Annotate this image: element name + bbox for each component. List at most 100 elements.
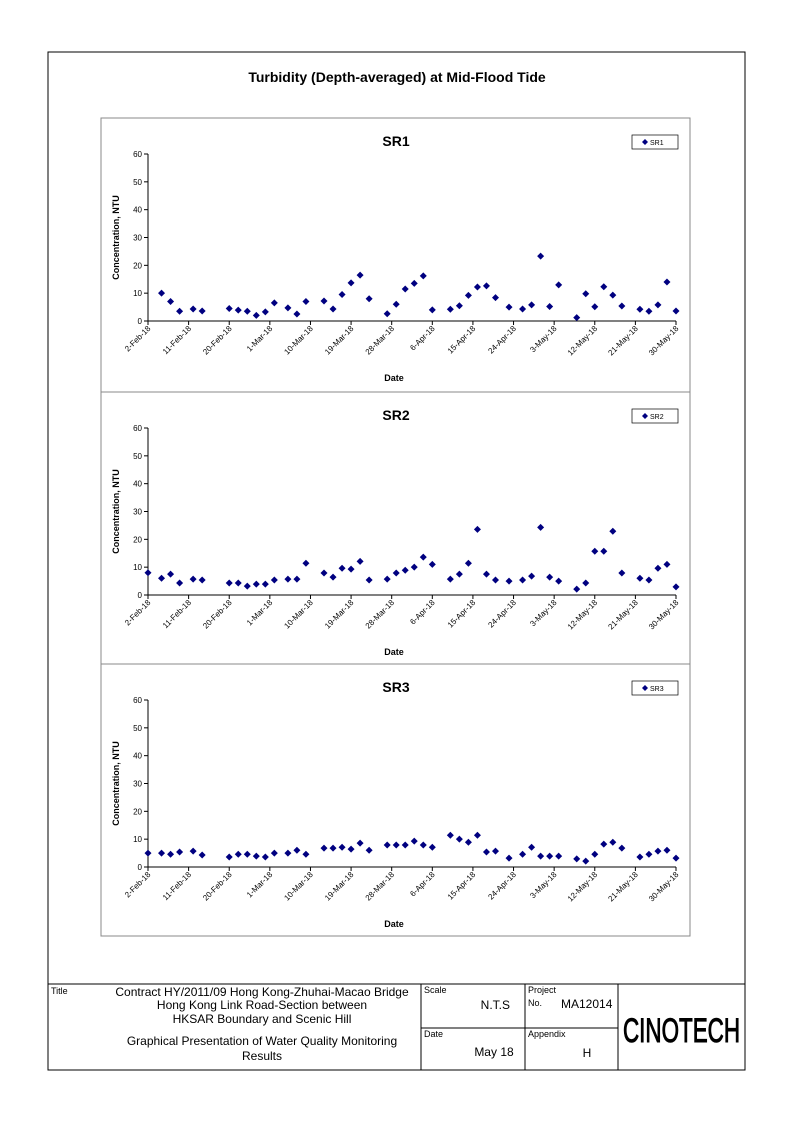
data-point xyxy=(663,278,671,286)
chart-title: SR3 xyxy=(382,679,409,695)
x-tick-label: 6-Apr-18 xyxy=(408,598,437,627)
y-tick-label: 0 xyxy=(138,863,143,872)
legend-marker xyxy=(642,139,648,145)
x-tick-label: 11-Feb-18 xyxy=(161,870,193,902)
scale-value: N.T.S xyxy=(481,998,510,1012)
data-point xyxy=(582,857,590,865)
y-tick-label: 50 xyxy=(133,178,142,187)
data-point xyxy=(555,852,563,860)
no-label: No. xyxy=(528,998,542,1008)
project-label: Project xyxy=(528,985,557,995)
data-point xyxy=(356,557,364,565)
data-point xyxy=(167,298,175,306)
x-tick-label: 28-Mar-18 xyxy=(364,870,397,903)
data-point xyxy=(270,849,278,857)
data-point xyxy=(573,314,581,322)
data-point xyxy=(645,850,653,858)
data-point xyxy=(573,585,581,593)
x-tick-label: 12-May-18 xyxy=(566,324,600,358)
data-point xyxy=(645,307,653,315)
data-point xyxy=(455,302,463,310)
x-tick-label: 20-Feb-18 xyxy=(201,598,234,631)
y-tick-label: 30 xyxy=(133,780,142,789)
y-tick-label: 30 xyxy=(133,234,142,243)
data-point xyxy=(537,852,545,860)
data-point xyxy=(609,291,617,299)
x-axis-label: Date xyxy=(384,647,404,657)
data-point xyxy=(338,564,346,572)
x-axis-label: Date xyxy=(384,919,404,929)
x-tick-label: 20-Feb-18 xyxy=(201,324,234,357)
y-tick-label: 30 xyxy=(133,508,142,517)
x-tick-label: 10-Mar-18 xyxy=(282,598,315,631)
y-tick-label: 20 xyxy=(133,807,142,816)
data-point xyxy=(663,560,671,568)
data-point xyxy=(482,848,490,856)
data-point xyxy=(302,559,310,567)
x-tick-label: 24-Apr-18 xyxy=(486,598,518,630)
data-point xyxy=(176,579,184,587)
data-point xyxy=(225,579,233,587)
data-point xyxy=(455,570,463,578)
data-point xyxy=(446,305,454,313)
appendix-value: H xyxy=(583,1046,592,1060)
data-point xyxy=(176,848,184,856)
x-tick-label: 10-Mar-18 xyxy=(282,870,315,903)
y-tick-label: 10 xyxy=(133,563,142,572)
y-tick-label: 0 xyxy=(138,317,143,326)
subtitle-line: Results xyxy=(242,1049,282,1063)
data-point xyxy=(270,299,278,307)
data-point xyxy=(618,302,626,310)
x-tick-label: 15-Apr-18 xyxy=(446,870,478,902)
data-point xyxy=(672,583,680,591)
data-point xyxy=(519,576,527,584)
data-point xyxy=(464,559,472,567)
data-point xyxy=(365,295,373,303)
subtitle-line: Graphical Presentation of Water Quality … xyxy=(127,1034,397,1048)
chart-title: SR1 xyxy=(382,133,409,149)
y-tick-label: 40 xyxy=(133,752,142,761)
y-tick-label: 60 xyxy=(133,696,142,705)
data-point xyxy=(446,831,454,839)
x-tick-label: 12-May-18 xyxy=(566,870,600,904)
data-point xyxy=(392,300,400,308)
date-label: Date xyxy=(424,1029,443,1039)
data-point xyxy=(618,569,626,577)
data-point xyxy=(158,574,166,582)
legend-box xyxy=(631,408,679,424)
x-tick-label: 15-Apr-18 xyxy=(446,324,478,356)
y-tick-label: 40 xyxy=(133,480,142,489)
y-tick-label: 20 xyxy=(133,535,142,544)
chart-title: SR2 xyxy=(382,407,409,423)
data-point xyxy=(293,575,301,583)
x-tick-label: 21-May-18 xyxy=(606,324,640,358)
data-point xyxy=(167,850,175,858)
data-point xyxy=(261,853,269,861)
data-point xyxy=(555,577,563,585)
x-tick-label: 3-May-18 xyxy=(528,870,559,901)
data-point xyxy=(491,576,499,584)
data-point xyxy=(410,563,418,571)
data-point xyxy=(609,838,617,846)
data-point xyxy=(189,575,197,583)
data-point xyxy=(582,290,590,298)
data-point xyxy=(383,575,391,583)
charts-frame xyxy=(100,117,691,937)
data-point xyxy=(446,575,454,583)
data-point xyxy=(198,307,206,315)
x-tick-label: 1-Mar-18 xyxy=(245,870,275,900)
data-point xyxy=(410,279,418,287)
y-tick-label: 50 xyxy=(133,724,142,733)
data-point xyxy=(347,845,355,853)
data-point xyxy=(198,576,206,584)
data-point xyxy=(401,566,409,574)
x-tick-label: 19-Mar-18 xyxy=(323,870,356,903)
data-point xyxy=(546,303,554,311)
data-point xyxy=(293,846,301,854)
data-point xyxy=(338,843,346,851)
x-tick-label: 6-Apr-18 xyxy=(408,324,437,353)
data-point xyxy=(338,291,346,299)
data-point xyxy=(528,572,536,580)
